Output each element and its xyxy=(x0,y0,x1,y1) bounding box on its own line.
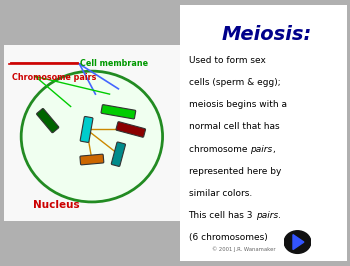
Text: Nucleus: Nucleus xyxy=(33,201,80,210)
Text: (6 chromosomes): (6 chromosomes) xyxy=(189,234,267,242)
Text: normal cell that has: normal cell that has xyxy=(189,122,279,131)
FancyBboxPatch shape xyxy=(101,105,136,119)
FancyBboxPatch shape xyxy=(116,122,146,137)
FancyBboxPatch shape xyxy=(80,117,93,142)
Text: Used to form sex: Used to form sex xyxy=(189,56,265,65)
Ellipse shape xyxy=(284,231,311,253)
Text: This cell has 3: This cell has 3 xyxy=(189,211,256,220)
FancyBboxPatch shape xyxy=(175,0,350,266)
Polygon shape xyxy=(293,235,304,250)
Text: meiosis begins with a: meiosis begins with a xyxy=(189,100,287,109)
Ellipse shape xyxy=(21,71,162,202)
Text: Cell membrane: Cell membrane xyxy=(79,59,148,68)
FancyBboxPatch shape xyxy=(111,142,125,167)
Text: © 2001 J.R. Wanamaker: © 2001 J.R. Wanamaker xyxy=(212,247,275,252)
Text: chromosome: chromosome xyxy=(189,145,250,153)
Text: Meiosis:: Meiosis: xyxy=(222,25,312,44)
Text: pairs: pairs xyxy=(250,145,272,153)
Text: .: . xyxy=(278,211,281,220)
Text: Chromosome pairs: Chromosome pairs xyxy=(12,73,97,82)
FancyBboxPatch shape xyxy=(0,41,184,227)
FancyBboxPatch shape xyxy=(37,109,59,133)
Text: represented here by: represented here by xyxy=(189,167,281,176)
Text: similar colors.: similar colors. xyxy=(189,189,252,198)
Text: ,: , xyxy=(272,145,275,153)
Text: pairs: pairs xyxy=(256,211,278,220)
Text: cells (sperm & egg);: cells (sperm & egg); xyxy=(189,78,280,87)
FancyBboxPatch shape xyxy=(80,154,104,165)
